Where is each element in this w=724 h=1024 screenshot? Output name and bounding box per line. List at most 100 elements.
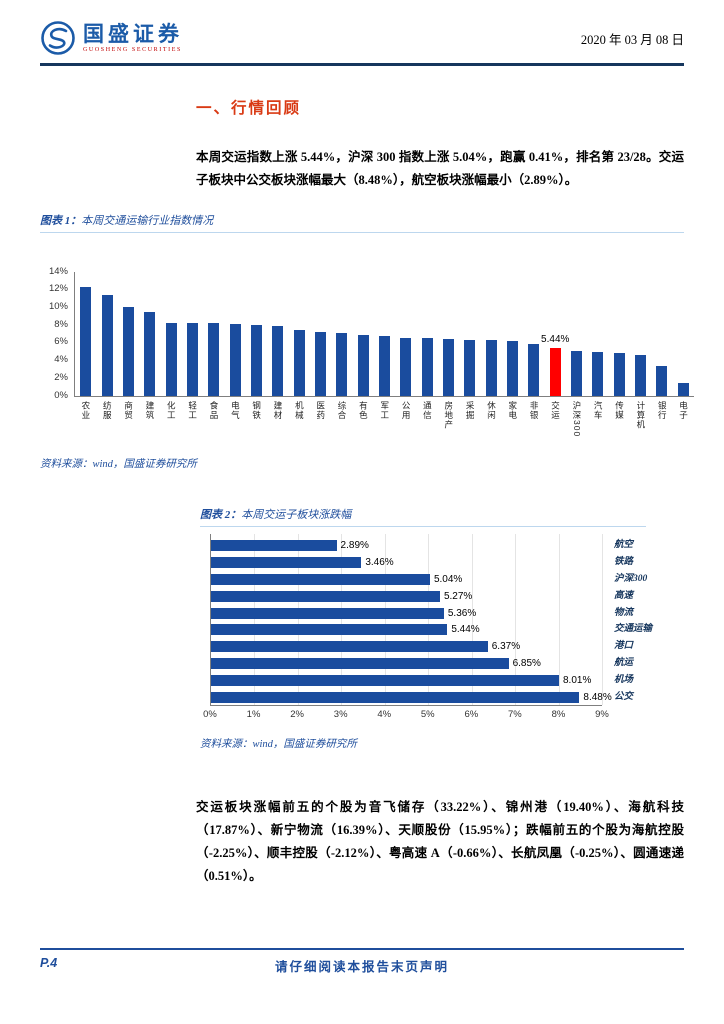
chart1-bar-农业 — [75, 272, 96, 396]
chart2-category-label: 港口 — [614, 641, 634, 652]
chart1-category-label: 机械 — [294, 401, 305, 420]
chart1-category-label: 汽车 — [593, 401, 604, 420]
chart1-bar-通信 — [417, 272, 438, 396]
chart1-bar-rect — [464, 339, 476, 396]
chart1-category-label: 轻工 — [187, 401, 198, 420]
chart1-bar-rect — [485, 340, 497, 396]
chart2-bar-物流: 5.36% — [211, 605, 602, 622]
chart1-bar-计算机 — [630, 272, 651, 396]
chart2-gridline — [341, 534, 343, 705]
paragraph-market-review: 本周交运指数上涨 5.44%，沪深 300 指数上涨 5.04%，跑赢 0.41… — [196, 150, 684, 188]
chart1-category-label: 计算机 — [635, 401, 646, 430]
chart1-bar-轻工 — [182, 272, 203, 396]
chart1-y-axis: 0% 2% 4% 6% 8% 10% 12% 14% — [44, 266, 74, 399]
chart2-bar-rect — [211, 556, 362, 568]
chart1-bar-rect — [357, 334, 369, 396]
chart1-category-label: 综合 — [337, 401, 348, 420]
chart1-bar-rect — [443, 339, 455, 396]
chart1-category-label: 建筑 — [144, 401, 155, 420]
chart1-ytick: 10% — [48, 300, 68, 312]
chart2-value-label: 2.89% — [340, 539, 369, 551]
chart1-bar-食品 — [203, 272, 224, 396]
subsector-chart: 2.89% 3.46% 5.04% 5.27% 5.36% 5.44% 6.37% 6.85%… — [203, 534, 676, 722]
chart2-xtick: 2% — [290, 709, 304, 720]
chart1-category-label: 农业 — [80, 401, 91, 420]
chart1-category-label: 采掘 — [465, 401, 476, 420]
chart2-bar-机场: 8.01% — [211, 672, 602, 689]
chart2-bar-rect — [211, 641, 488, 653]
chart1-bar-银行 — [651, 272, 672, 396]
chart2-plot: 2.89% 3.46% 5.04% 5.27% 5.36% 5.44% 6.37% 6.85%… — [210, 534, 612, 706]
chart2-bar-航运: 6.85% — [211, 655, 602, 672]
chart1-category-label: 纺服 — [102, 401, 113, 420]
chart2-value-label: 8.01% — [562, 675, 592, 687]
chart2-value-label: 5.44% — [451, 624, 480, 636]
figure1-label: 图表 1： — [40, 215, 82, 227]
chart1-bar-传媒 — [609, 272, 630, 396]
chart2-bar-航空: 2.89% — [211, 537, 602, 554]
chart1-bar-rect — [272, 326, 284, 396]
section-title: 一、行情回顾 — [196, 100, 302, 117]
chart1-bar-rect — [421, 338, 433, 396]
chart1-category-label: 医药 — [315, 401, 326, 420]
paragraph-stock-movers: 交运板块涨幅前五的个股为音飞储存（33.22%）、锦州港（19.40%）、海航科… — [196, 800, 684, 884]
chart2-gridline — [471, 534, 473, 705]
chart2-xtick: 1% — [246, 709, 261, 720]
chart1-category-label: 食品 — [208, 401, 219, 420]
chart1-bar-rect — [208, 323, 220, 396]
chart1-bar-有色 — [352, 272, 373, 396]
chart2-category-label: 公交 — [614, 692, 634, 703]
chart2-gridline — [428, 534, 430, 705]
chart1-category-label: 军工 — [379, 401, 390, 420]
industry-index-chart: 0% 2% 4% 6% 8% 10% 12% 14% 5.44% 农业 纺服 商贸 建筑 化工 轻工 食品… — [44, 266, 694, 457]
chart1-bar-沪深300 — [566, 272, 587, 396]
chart1-highlight-label: 5.44% — [541, 333, 570, 345]
chart1-category-label: 家电 — [507, 401, 518, 420]
chart2-value-label: 5.27% — [443, 590, 473, 602]
chart1-bar-交运: 5.44% — [541, 272, 569, 396]
chart1-bar-综合 — [331, 272, 352, 396]
brand-subtitle: GUOSHENG SECURITIES — [83, 46, 182, 53]
chart2-value-label: 6.37% — [491, 641, 521, 653]
chart1-bar-家电 — [502, 272, 523, 396]
chart1-bar-钢铁 — [246, 272, 267, 396]
chart1-category-label: 电气 — [230, 401, 241, 420]
chart2-bar-rect — [211, 539, 337, 551]
footer-row: P.4 请仔细阅读本报告末页声明 — [40, 956, 684, 974]
chart2-bar-rect — [211, 675, 559, 687]
figure2-title: 本周交运子板块涨跌幅 — [241, 509, 352, 521]
figure1-title: 本周交通运输行业指数情况 — [81, 215, 214, 227]
chart2-category-label: 交通运输 — [614, 624, 653, 635]
chart1-category-label: 沪深300 — [571, 401, 582, 438]
chart1-plot: 5.44% 农业 纺服 商贸 建筑 化工 轻工 食品 电气 钢铁 建材 机械 医药 综合 有色 军工 公用 通信… — [74, 272, 694, 457]
chart2-category-label: 高速 — [614, 590, 634, 601]
chart2-value-label: 6.85% — [512, 658, 541, 670]
chart1-bar-医药 — [310, 272, 331, 396]
chart2-bar-交通运输: 5.44% — [211, 621, 602, 638]
chart1-ytick: 8% — [54, 318, 68, 330]
chart1-x-labels: 农业 纺服 商贸 建筑 化工 轻工 食品 电气 钢铁 建材 机械 医药 综合 有色 军工 公用 通信 房地产 采掘休… — [75, 397, 694, 457]
chart1-bar-建筑 — [139, 272, 160, 396]
chart1-category-label: 建材 — [273, 401, 284, 420]
chart1-ytick: 12% — [48, 283, 68, 295]
chart2-xtick: 9% — [595, 709, 609, 720]
chart2-category-label: 沪深300 — [614, 573, 648, 584]
brand-text: 国盛证券 GUOSHENG SECURITIES — [83, 23, 183, 52]
chart2-xtick: 8% — [551, 709, 566, 720]
chart1-bar-rect — [635, 355, 647, 396]
chart2-gridline — [254, 534, 256, 705]
chart1-category-label: 房地产 — [443, 401, 454, 430]
chart1-bar-采掘 — [459, 272, 480, 396]
chart1-bar-rect — [250, 325, 262, 396]
chart2-gridline — [384, 534, 386, 705]
chart2-xtick: 0% — [203, 709, 217, 720]
chart2-xtick: 3% — [333, 709, 348, 720]
brand: 国盛证券 GUOSHENG SECURITIES — [40, 20, 183, 56]
chart1-category-label: 非银 — [529, 401, 540, 420]
figure2-label: 图表 2： — [200, 509, 242, 521]
chart1-bar-rect — [101, 295, 113, 396]
chart2-bar-rect — [211, 590, 440, 602]
chart2-bar-rect — [211, 607, 444, 619]
chart1-bar-rect — [613, 352, 625, 396]
figure1-source: 资料来源：wind，国盛证券研究所 — [40, 459, 197, 470]
